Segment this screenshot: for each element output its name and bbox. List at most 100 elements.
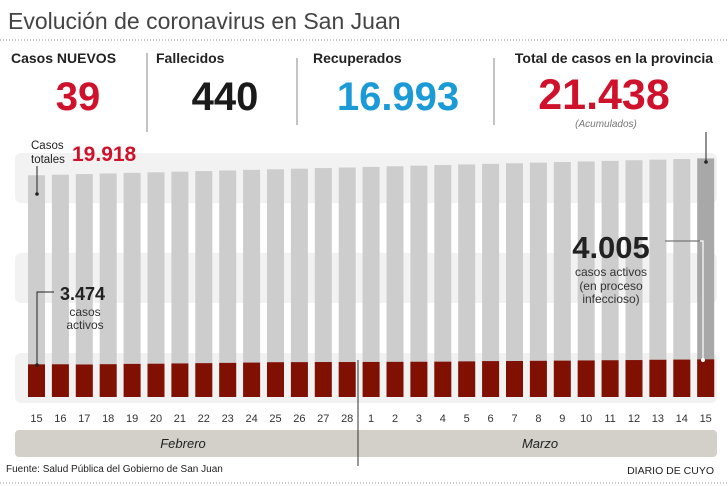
x-tick-label: 28 (341, 413, 353, 425)
active-cases-bar (673, 359, 691, 397)
stat-new-cases: Casos NUEVOS 39 (11, 50, 116, 119)
x-tick-label: 23 (222, 413, 234, 425)
active-cases-bar (75, 364, 93, 397)
stat-label: Total de casos en la provincia (515, 50, 713, 66)
total-cases-bar (28, 175, 45, 397)
total-cases-bar (219, 170, 237, 397)
total-cases-bar (386, 166, 404, 397)
active-cases-bar (601, 360, 619, 397)
x-axis-labels: 15 16 17 18 19 20 21 22 23 24 25 26 27 28 1 2 3 4 5 6 7 8 9 10 1… (30, 413, 711, 425)
active-cases-bar (362, 361, 380, 397)
total-cases-bar (529, 162, 547, 397)
active-cases-bar (529, 360, 547, 397)
active-cases-bar (625, 360, 643, 397)
leader-dot (35, 192, 39, 196)
total-cases-bar (338, 167, 356, 397)
total-cases-bar (649, 159, 667, 397)
active-cases-bar (577, 360, 595, 397)
active-cases-bar (99, 364, 117, 397)
active-cases-bar (147, 363, 165, 397)
month-label-february: Febrero (160, 436, 206, 451)
leader-dot (701, 358, 705, 362)
x-tick-label: 14 (676, 413, 688, 425)
active-cases-bar (649, 359, 667, 397)
active-cases-bar (51, 364, 69, 397)
active-cases-bar (314, 362, 332, 397)
annotation-active-start-value: 3.474 (60, 284, 105, 304)
total-cases-bar (601, 160, 619, 397)
total-cases-bar (195, 171, 213, 397)
x-tick-label: 5 (464, 413, 470, 425)
annotation-active-end-label: infeccioso) (582, 292, 639, 306)
x-tick-label: 3 (416, 413, 422, 425)
x-tick-label: 8 (535, 413, 541, 425)
active-cases-bar (338, 362, 356, 397)
x-tick-label: 15 (700, 413, 712, 425)
total-cases-bar (51, 174, 69, 397)
stat-label: Fallecidos (156, 50, 225, 66)
stat-value: 21.438 (538, 71, 670, 119)
active-cases-bar (267, 362, 284, 397)
active-cases-bar (506, 360, 523, 397)
x-tick-label: 24 (245, 413, 257, 425)
x-tick-label: 25 (269, 413, 281, 425)
annotation-total-value: 19.918 (72, 143, 137, 166)
total-cases-bar (482, 163, 500, 397)
stat-value: 39 (56, 75, 101, 119)
stat-note: (Acumulados) (575, 119, 637, 130)
active-cases-bar (195, 363, 213, 397)
active-cases-bar (697, 359, 715, 397)
total-cases-bar (553, 162, 571, 397)
active-cases-bar (290, 362, 308, 397)
stat-value: 16.993 (337, 75, 459, 119)
source-note: Fuente: Salud Pública del Gobierno de Sa… (6, 464, 223, 475)
x-tick-label: 26 (293, 413, 305, 425)
total-cases-bar (99, 173, 117, 397)
x-tick-label: 1 (368, 413, 374, 425)
x-tick-label: 20 (150, 413, 162, 425)
x-tick-label: 10 (580, 413, 592, 425)
total-cases-bar (123, 172, 141, 397)
bars (28, 158, 715, 397)
total-cases-bar (267, 169, 284, 397)
total-cases-bar (243, 169, 261, 397)
annotation-active-start-label: activos (66, 318, 103, 332)
x-tick-label: 4 (440, 413, 446, 425)
x-tick-label: 27 (317, 413, 329, 425)
annotation-total-label: Casos (31, 140, 64, 152)
total-cases-bar (577, 161, 595, 397)
total-cases-bar (625, 160, 643, 397)
x-tick-label: 15 (30, 413, 42, 425)
leader-dot (35, 363, 39, 367)
total-cases-bar (75, 174, 93, 397)
page-title: Evolución de coronavirus en San Juan (8, 8, 401, 34)
x-tick-label: 22 (198, 413, 210, 425)
active-cases-bar (482, 361, 500, 397)
total-cases-bar (362, 166, 380, 397)
total-cases-bar (290, 168, 308, 397)
month-band (15, 430, 717, 457)
x-tick-label: 11 (604, 413, 615, 425)
x-tick-label: 21 (174, 413, 186, 425)
x-tick-label: 9 (559, 413, 565, 425)
stat-recovered: Recuperados 16.993 (313, 50, 459, 119)
x-tick-label: 18 (102, 413, 114, 425)
x-tick-label: 13 (652, 413, 664, 425)
stat-label: Recuperados (313, 50, 402, 66)
active-cases-bar (171, 363, 189, 397)
leader-line (36, 291, 54, 365)
annotation-active-start-label: casos (69, 305, 100, 319)
active-cases-bar (219, 362, 237, 397)
active-cases-bar (123, 363, 141, 397)
leader-dot (704, 160, 708, 164)
total-cases-bar (171, 171, 189, 397)
x-tick-label: 19 (126, 413, 138, 425)
stat-deaths: Fallecidos 440 (156, 50, 258, 119)
active-cases-bar (434, 361, 452, 397)
annotation-active-end-label: (en proceso (579, 279, 643, 293)
x-tick-label: 16 (54, 413, 66, 425)
x-tick-label: 2 (392, 413, 398, 425)
x-tick-label: 6 (488, 413, 494, 425)
total-cases-bar (506, 163, 523, 397)
